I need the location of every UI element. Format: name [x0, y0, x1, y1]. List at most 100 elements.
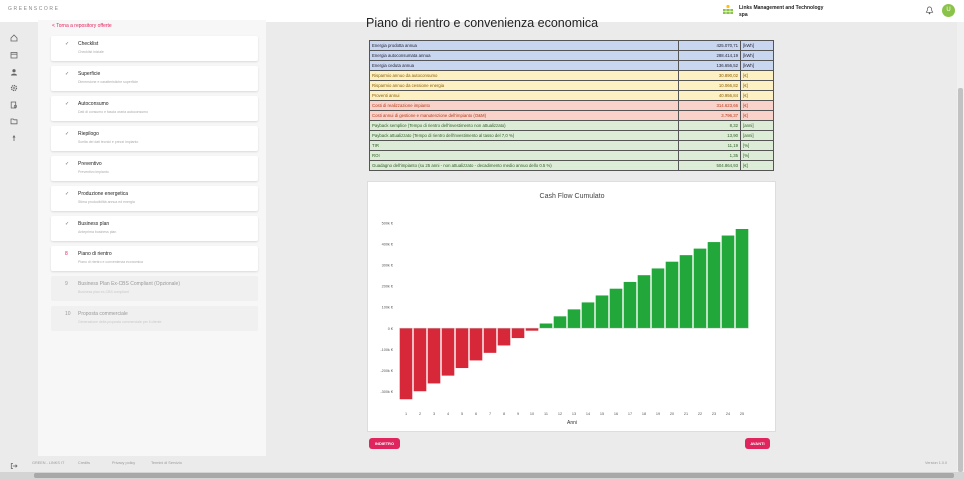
- x-tick-label: 7: [489, 412, 491, 416]
- cash-flow-bar: [413, 328, 427, 392]
- kpi-label: Risparmio annuo da cessione energia: [369, 80, 679, 91]
- step-check-icon: ✓: [65, 101, 70, 107]
- step-business-plan-ex-cbs: 9 Business Plan Ex-CBS Compliant (Opzion…: [51, 276, 258, 301]
- pin-icon[interactable]: [10, 134, 18, 142]
- step-title: Business Plan Ex-CBS Compliant (Opzional…: [78, 281, 180, 287]
- step-check-icon: ✓: [65, 41, 70, 47]
- step-piano-di-rientro[interactable]: 8 Piano di rientro Piano di rientro e co…: [51, 246, 258, 271]
- step-description: Checklist iniziale: [78, 50, 104, 54]
- table-row: Costi di realizzazione impianto 314.623,6…: [369, 100, 774, 111]
- cash-flow-bar: [399, 328, 413, 400]
- step-description: Business plan ex-CBS compliant: [78, 290, 129, 294]
- cash-flow-bar: [525, 328, 539, 331]
- calendar-icon[interactable]: [10, 51, 18, 59]
- step-description: Dimensione e caratteristiche superficie: [78, 80, 139, 84]
- kpi-unit: [kWh]: [740, 40, 774, 51]
- kpi-unit: [kWh]: [740, 50, 774, 61]
- vertical-scrollbar[interactable]: [957, 22, 964, 472]
- step-preventivo[interactable]: ✓ Preventivo Preventivo impianto: [51, 156, 258, 181]
- x-tick-label: 9: [517, 412, 519, 416]
- x-tick-label: 20: [670, 412, 674, 416]
- user-avatar[interactable]: U: [942, 4, 955, 17]
- footer-credits-link[interactable]: Credits: [78, 461, 91, 465]
- y-tick-label: -300k €: [380, 390, 394, 394]
- kpi-unit: [€]: [740, 110, 774, 121]
- logout-icon[interactable]: [10, 462, 18, 470]
- cash-flow-bar: [427, 328, 441, 384]
- step-checklist[interactable]: ✓ Checklist Checklist iniziale: [51, 36, 258, 61]
- brand-logo[interactable]: GREENSCORE: [8, 6, 60, 12]
- kpi-unit: [%]: [740, 140, 774, 151]
- step-riepilogo[interactable]: ✓ Riepilogo Scelta dei dati tecnici e pr…: [51, 126, 258, 151]
- cash-flow-bar: [539, 323, 553, 329]
- step-description: Scelta dei dati tecnici e prezzi impiant…: [78, 140, 139, 144]
- indietro-button[interactable]: INDIETRO: [369, 438, 400, 449]
- footer-privacy-link[interactable]: Privacy policy: [112, 461, 136, 465]
- x-tick-label: 1: [405, 412, 407, 416]
- kpi-unit: [anni]: [740, 130, 774, 141]
- x-tick-label: 5: [461, 412, 463, 416]
- kpi-label: Energia ceduta annua: [369, 60, 679, 71]
- kpi-table: Energia prodotta annua 425.070,71 [kWh] En…: [369, 40, 774, 171]
- step-check-icon: ✓: [65, 131, 70, 137]
- step-produzione-energetica[interactable]: ✓ Produzione energetica Stima producibil…: [51, 186, 258, 211]
- cash-flow-bar: [735, 228, 749, 329]
- x-tick-label: 23: [712, 412, 716, 416]
- table-row: Payback semplice (Tempo di rientro dell'…: [369, 120, 774, 131]
- kpi-label: Costi annui di gestione e manutenzione d…: [369, 110, 679, 121]
- cash-flow-bar: [609, 288, 623, 329]
- kpi-label: Energia autoconsumata annua: [369, 50, 679, 61]
- step-proposta-commerciale: 10 Proposta commerciale Generazione dell…: [51, 306, 258, 331]
- step-title: Superficie: [78, 71, 101, 77]
- cash-flow-bar: [637, 275, 651, 329]
- folder-icon[interactable]: [10, 117, 18, 125]
- document-search-icon[interactable]: [10, 101, 18, 109]
- step-business-plan[interactable]: ✓ Business plan Anteprima business plan: [51, 216, 258, 241]
- cash-flow-bar: [483, 328, 497, 353]
- step-superficie[interactable]: ✓ Superficie Dimensione e caratteristich…: [51, 66, 258, 91]
- kpi-value: 3.796,37: [678, 110, 741, 121]
- horizontal-scrollbar-thumb[interactable]: [34, 473, 954, 478]
- step-title: Proposta commerciale: [78, 311, 128, 317]
- app-version: Version 1.0.0: [925, 461, 948, 465]
- table-row: Energia ceduta annua 136.656,52 [kWh]: [369, 60, 774, 71]
- cash-flow-bar: [679, 255, 693, 329]
- table-row: ROI 1,35 [%]: [369, 150, 774, 161]
- step-autoconsumo[interactable]: ✓ Autoconsumo Dati di consumo e fascia o…: [51, 96, 258, 121]
- x-tick-label: 13: [572, 412, 576, 416]
- vertical-scrollbar-thumb[interactable]: [958, 88, 963, 472]
- cash-flow-bar: [707, 242, 721, 329]
- step-description: Anteprima business plan: [78, 230, 117, 234]
- back-to-repository-link[interactable]: < Torna a repository offerte: [52, 23, 112, 29]
- bell-icon[interactable]: [925, 6, 934, 15]
- y-tick-label: 100k €: [382, 306, 394, 310]
- kpi-value: 40.956,84: [678, 90, 741, 101]
- avanti-button[interactable]: AVANTI: [745, 438, 770, 449]
- company-switcher[interactable]: Links Management and Technology spa: [722, 3, 862, 19]
- kpi-value: 425.070,71: [678, 40, 741, 51]
- user-icon[interactable]: [10, 68, 18, 76]
- x-tick-label: 19: [656, 412, 660, 416]
- step-check-icon: ✓: [65, 161, 70, 167]
- kpi-value: 504.864,93: [678, 160, 741, 171]
- y-tick-label: 500k €: [382, 221, 394, 225]
- kpi-label: TIR: [369, 140, 679, 151]
- step-title: Preventivo: [78, 161, 102, 167]
- company-name-suffix: spa: [739, 12, 748, 18]
- kpi-unit: [%]: [740, 150, 774, 161]
- gear-icon[interactable]: [10, 84, 18, 92]
- home-icon[interactable]: [10, 34, 18, 42]
- kpi-label: ROI: [369, 150, 679, 161]
- table-row: Costi annui di gestione e manutenzione d…: [369, 110, 774, 121]
- wizard-steps-panel: < Torna a repository offerte ✓ Checklist…: [38, 20, 266, 456]
- x-tick-label: 25: [740, 412, 744, 416]
- x-tick-label: 11: [544, 412, 548, 416]
- horizontal-scrollbar[interactable]: [0, 472, 964, 479]
- table-row: TIR 11,19 [%]: [369, 140, 774, 151]
- table-row: Proventi annui 40.956,84 [€]: [369, 90, 774, 101]
- step-title: Checklist: [78, 41, 99, 47]
- x-tick-label: 2: [419, 412, 421, 416]
- step-check-icon: ✓: [65, 191, 70, 197]
- footer-terms-link[interactable]: Termini di Servizio: [151, 461, 182, 465]
- page-title: Piano di rientro e convenienza economica: [366, 16, 599, 30]
